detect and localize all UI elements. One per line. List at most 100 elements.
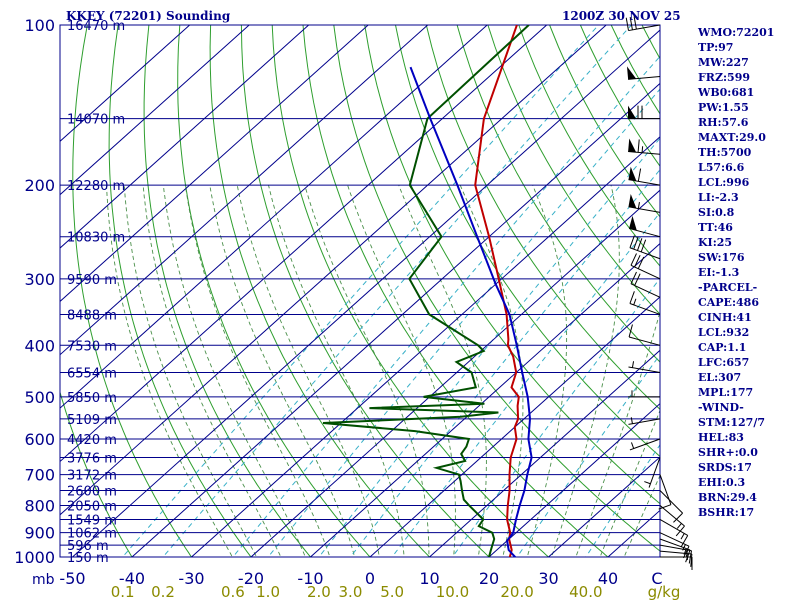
- pressure-tick-label: 900: [24, 524, 55, 543]
- wind-barb-staff: [628, 366, 661, 374]
- index-item: -WIND-: [698, 401, 744, 414]
- wind-barb: [659, 490, 683, 523]
- wind-barb-feather: [633, 16, 637, 30]
- wind-barb-pennant: [628, 138, 637, 153]
- mixing-ratio-tick-label: 1.0: [256, 583, 280, 600]
- index-item: WMO:72201: [698, 26, 775, 39]
- wind-barb-feather: [630, 271, 637, 285]
- height-label: 5850 m: [67, 391, 117, 406]
- wind-barb-half-feather: [633, 298, 637, 306]
- isotherm: [190, 136, 660, 557]
- wind-barb-feather: [630, 253, 637, 266]
- wind-barb: [626, 66, 661, 80]
- temperature-tick-label: -10: [297, 569, 323, 588]
- mixing-ratio-line: [451, 277, 660, 557]
- wind-barb-pennant: [628, 105, 636, 119]
- temperature-tick-label: -30: [178, 569, 204, 588]
- wind-barb: [629, 235, 661, 260]
- wind-barb: [629, 291, 661, 315]
- wind-barb: [628, 324, 661, 346]
- wind-barb-half-feather: [683, 548, 687, 555]
- index-item: MPL:177: [698, 386, 754, 399]
- moist-adiabat: [123, 185, 258, 557]
- index-item: BRN:29.4: [698, 491, 757, 504]
- isotherm: [428, 349, 660, 557]
- wind-barb-feather: [634, 273, 641, 286]
- wind-barb-half-feather: [680, 533, 685, 540]
- wind-barb-feather: [633, 236, 639, 250]
- moist-adiabat: [209, 185, 356, 557]
- wind-barb: [628, 194, 661, 213]
- index-item: EL:307: [698, 371, 742, 384]
- index-item: WB0:681: [698, 86, 755, 99]
- pressure-tick-label: 400: [24, 336, 55, 355]
- mixing-ratio-tick-label: 2.0: [307, 583, 331, 600]
- temperature-tick-label: -20: [238, 569, 264, 588]
- mixing-ratio-line: [318, 137, 660, 557]
- index-item: CAPE:486: [698, 296, 759, 309]
- wind-barb-staff: [628, 336, 661, 346]
- chart-title: KKEY (72201) Sounding: [66, 9, 231, 23]
- height-label: 8488 m: [67, 308, 117, 323]
- wind-barb: [628, 105, 660, 120]
- index-item: TT:46: [698, 221, 733, 234]
- wind-barb-staff: [630, 264, 661, 280]
- moist-adiabat: [304, 184, 430, 557]
- index-item: LFC:657: [698, 356, 750, 369]
- pressure-tick-label: 800: [24, 496, 55, 515]
- isotherm: [60, 25, 488, 409]
- index-item: CAP:1.1: [698, 341, 747, 354]
- moist-adiabat: [347, 184, 456, 557]
- mixing-ratio-tick-label: 10.0: [436, 583, 469, 600]
- wind-barb-staff: [628, 418, 661, 425]
- wind-barb-feather: [675, 525, 685, 537]
- wind-barb-pennant: [626, 66, 637, 80]
- wind-barb-half-feather: [641, 146, 644, 153]
- isotherm: [60, 25, 310, 249]
- wind-barb-staff: [628, 76, 661, 80]
- isotherm: [60, 25, 429, 356]
- index-item: MW:227: [698, 56, 749, 69]
- index-item: FRZ:599: [698, 71, 751, 84]
- wind-barb-staff: [629, 303, 661, 315]
- index-panel: WMO:72201 TP:97 MW:227 FRZ:599 WB0:681 PW:1.5…: [698, 25, 798, 520]
- wind-barb-staff: [659, 532, 690, 547]
- mixing-ratio-tick-label: 0.6: [221, 583, 245, 600]
- moist-adiabats: [106, 184, 660, 557]
- wind-barb-staff: [628, 24, 661, 32]
- mixing-ratio-line: [349, 168, 660, 557]
- wind-barb-pennant: [628, 166, 637, 181]
- wind-barb-staff: [659, 505, 685, 527]
- index-item: SW:176: [698, 251, 745, 264]
- wind-barb-feather: [673, 512, 683, 523]
- moist-adiabat: [236, 185, 380, 557]
- dry-adiabats: [60, 25, 660, 557]
- moist-adiabat: [459, 184, 524, 557]
- mixing-ratio-line: [162, 25, 632, 557]
- dry-adiabat: [143, 25, 311, 557]
- height-label: 4420 m: [67, 433, 117, 448]
- height-label: 9590 m: [67, 273, 117, 288]
- y-axis-unit-label: mb: [32, 572, 55, 588]
- index-item: L57:6.6: [698, 161, 745, 174]
- dry-adiabat: [209, 25, 430, 557]
- wind-barb-half-feather: [682, 544, 686, 551]
- height-label: 2600 m: [67, 485, 117, 500]
- index-item: EHI:0.3: [698, 476, 746, 489]
- wind-barb: [644, 457, 661, 488]
- profile-lines: [322, 25, 533, 557]
- moist-adiabat: [575, 310, 660, 557]
- mixing-ratio-line: [391, 211, 660, 557]
- wind-barb: [660, 556, 693, 570]
- wind-barb-feather: [690, 553, 693, 567]
- temperature-tick-label: 40: [598, 569, 618, 588]
- dry-adiabat: [177, 25, 371, 557]
- wind-barb-half-feather: [685, 549, 689, 557]
- temperature-tick-label: 20: [479, 569, 499, 588]
- parcel-line: [409, 66, 533, 557]
- mixing-ratio-unit-label: g/kg: [648, 583, 681, 600]
- mixing-ratio-tick-label: 5.0: [380, 583, 404, 600]
- wind-barb-staff: [628, 206, 661, 213]
- index-item: SRDS:17: [698, 461, 752, 474]
